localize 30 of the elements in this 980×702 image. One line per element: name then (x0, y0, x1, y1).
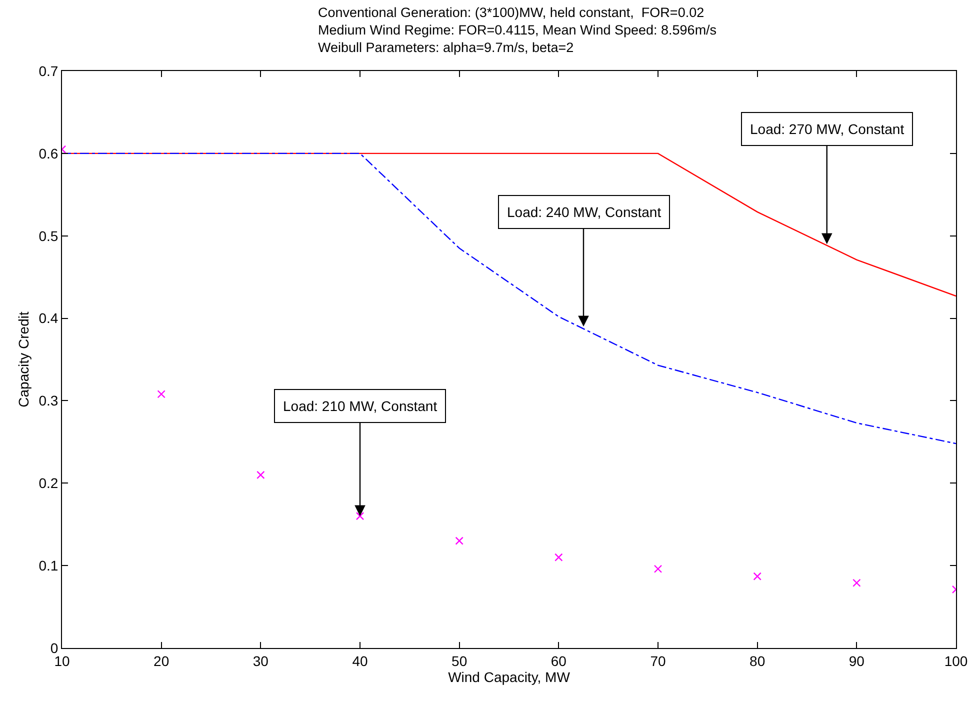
annotation: Load: 210 MW, Constant (283, 398, 438, 414)
y-tick-label: 0.2 (38, 475, 58, 492)
x-tick-label: 30 (252, 652, 269, 669)
y-tick-label: 0.3 (38, 392, 58, 409)
x-tick-label: 100 (944, 652, 968, 669)
point (455, 536, 464, 545)
chart-title: Conventional Generation: (3*100)MW, held constant, FOR=0.02 Medium Wind Regime: FOR=0.4115, Mean Wind Speed: 8.596m/s Weibull Parameters: alpha=9.7m/s, beta=2 (318, 4, 717, 55)
point (753, 572, 762, 580)
x-tick-label: 70 (650, 652, 666, 669)
x-tick-label: 40 (352, 652, 368, 669)
x-tick-label: 90 (848, 652, 865, 669)
y-tick-label: 0.4 (38, 310, 58, 326)
y-tick-label: 0.5 (38, 228, 58, 244)
y-tick-label: 0.7 (38, 62, 58, 79)
point (256, 470, 265, 479)
y-tick-label: 0.1 (38, 557, 58, 574)
y-tick-label: 0.6 (38, 145, 58, 162)
x-tick-label: 20 (154, 652, 170, 669)
point (157, 390, 166, 398)
x-tick-label: 80 (750, 652, 766, 669)
x-tick-label: 60 (550, 652, 567, 669)
x-axis-title: Wind Capacity, MW (448, 669, 571, 686)
annotation: Load: 270 MW, Constant (750, 121, 904, 137)
point (654, 564, 662, 573)
annotation: Load: 240 MW, Constant (507, 204, 662, 220)
point (356, 512, 364, 520)
y-axis-title: Capacity Credit (15, 312, 32, 408)
x-tick-label: 50 (452, 652, 468, 669)
point (554, 553, 563, 562)
point (852, 578, 861, 587)
